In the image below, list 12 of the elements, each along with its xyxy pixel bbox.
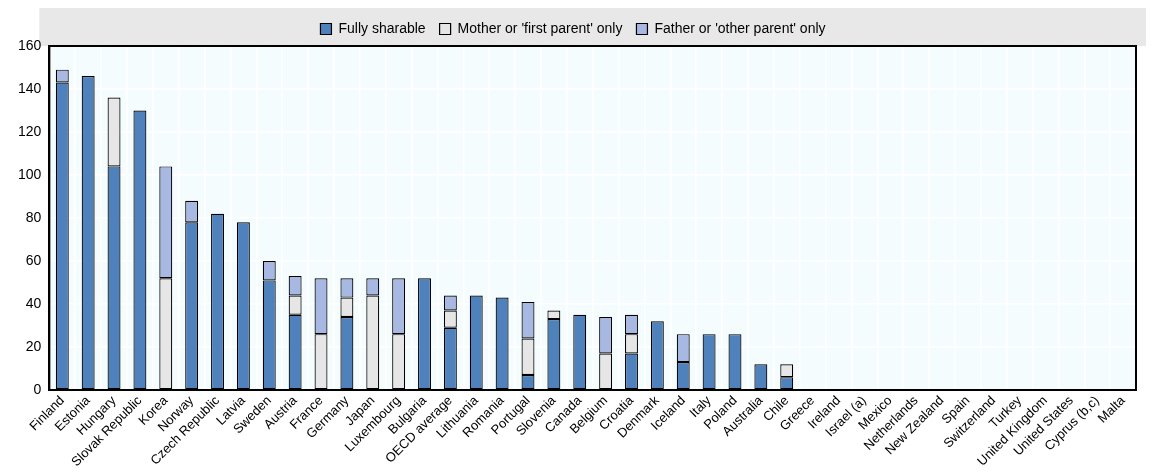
legend-label: Father or 'other parent' only <box>654 19 826 36</box>
y-tick-label: 0 <box>33 380 42 397</box>
y-tick-label: 120 <box>18 122 42 139</box>
y-tick-label: 100 <box>18 165 42 182</box>
y-tick-label: 20 <box>25 337 42 354</box>
legend-label: Fully sharable <box>338 19 426 36</box>
y-tick-label: 40 <box>25 294 42 311</box>
y-tick-label: 140 <box>18 79 42 96</box>
y-tick-label: 160 <box>18 36 42 53</box>
y-tick-label: 80 <box>25 208 42 225</box>
y-tick-label: 60 <box>25 251 42 268</box>
legend-label: Mother or 'first parent' only <box>457 19 623 36</box>
